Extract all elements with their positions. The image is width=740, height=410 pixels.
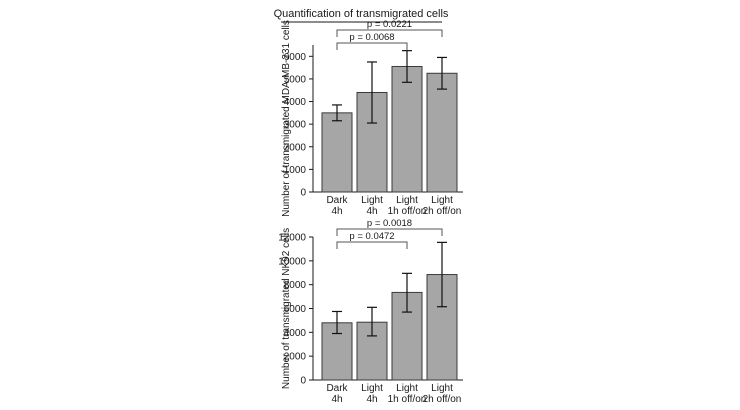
- significance-bracket: [336, 241, 408, 249]
- category-label: Light: [431, 195, 453, 206]
- y-axis-label: Number of transmigrated NK92 cells: [281, 228, 292, 389]
- significance-bracket: [336, 42, 408, 50]
- p-value-label: p = 0.0221: [367, 19, 412, 30]
- y-tick-label: 2000: [284, 142, 307, 153]
- significance-bracket: [336, 29, 443, 37]
- y-tick-label: 8000: [284, 280, 307, 291]
- category-label: 1h off/on: [388, 206, 427, 217]
- category-label: 4h: [366, 394, 377, 405]
- bar: [321, 322, 353, 381]
- figure-title: Quantification of transmigrated cells: [274, 8, 449, 20]
- p-value-label: p = 0.0018: [367, 218, 412, 229]
- y-tick-label: 0: [300, 188, 306, 199]
- category-label: Light: [396, 383, 418, 394]
- p-value-label: p = 0.0068: [349, 32, 394, 43]
- category-label: 2h off/on: [423, 206, 462, 217]
- y-tick-label: 5000: [284, 74, 307, 85]
- category-label: Light: [396, 195, 418, 206]
- category-label: 2h off/on: [423, 394, 462, 405]
- y-tick-label: 0: [300, 376, 306, 387]
- y-tick-label: 10000: [278, 256, 306, 267]
- bar: [426, 72, 458, 193]
- significance-bracket: [336, 228, 443, 236]
- p-value-label: p = 0.0472: [349, 231, 394, 242]
- bar: [391, 65, 423, 193]
- y-tick-label: 1000: [284, 165, 307, 176]
- y-tick-label: 12000: [278, 233, 306, 244]
- category-label: 4h: [331, 394, 342, 405]
- y-tick-label: 6000: [284, 52, 307, 63]
- category-label: Dark: [326, 383, 348, 394]
- category-label: 4h: [366, 206, 377, 217]
- y-axis-label: Number of transmigrated MDA-MB-231 cells: [281, 20, 292, 217]
- bar: [321, 112, 353, 193]
- y-tick-label: 4000: [284, 328, 307, 339]
- category-label: 4h: [331, 206, 342, 217]
- category-label: 1h off/on: [388, 394, 427, 405]
- y-tick-label: 3000: [284, 120, 307, 131]
- category-label: Light: [431, 383, 453, 394]
- category-label: Light: [361, 195, 383, 206]
- category-label: Dark: [326, 195, 348, 206]
- y-tick-label: 2000: [284, 352, 307, 363]
- y-tick-label: 6000: [284, 304, 307, 315]
- category-label: Light: [361, 383, 383, 394]
- y-tick-label: 4000: [284, 97, 307, 108]
